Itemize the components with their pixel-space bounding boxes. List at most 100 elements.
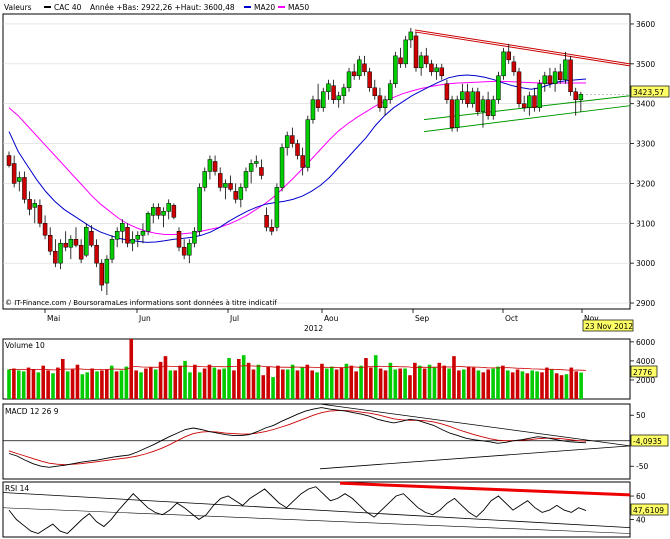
volume-bar [398,368,402,399]
legend-valeurs: Valeurs [4,3,32,12]
current-date-badge [582,319,634,332]
candle-body [114,231,120,240]
macd-line [8,407,587,468]
volume-bar [163,356,168,399]
candle-body [434,67,439,73]
volume-bar [510,372,515,399]
volume-tick-label: 4000 [636,357,655,366]
volume-bar [403,368,407,399]
axes: 2900 3000 3100 3200 3300 3400 3500 3600 Mai Jun Ju… [44,20,655,524]
volume-bar [129,339,134,399]
candle-body [192,231,197,244]
candle-body [300,155,305,168]
legend: Valeurs CAC 40 Année +Bas: 2922,26 +Haut… [4,3,309,12]
macd-trend-line [319,403,631,447]
candle-body [166,203,171,212]
volume-bar [75,364,80,399]
macd-tick-label: -50 [636,462,648,471]
rsi-tick-label: 60 [636,492,646,501]
ma50-line [8,80,586,235]
candle-body [460,91,465,100]
support-line [423,95,631,121]
rsi-panel-frame [2,481,631,538]
macd-title: MACD 12 26 9 [5,407,59,416]
candle-body [37,205,43,224]
candle-body [418,55,424,69]
volume-bar [153,369,158,399]
candle-body [521,103,527,108]
macd-signal-line [8,410,587,466]
candle-body [506,51,511,61]
volume-bar [530,370,535,399]
volume-bar [261,375,266,399]
candle-body [68,238,74,248]
credits-text: © IT-Finance.com / BoursoramaLes informa… [5,299,277,307]
candle-body [377,95,383,108]
candle-body [161,211,166,216]
candle-body [321,91,326,108]
candle-body [84,227,89,256]
price-tick-label: 3500 [636,60,655,69]
candle-body [563,59,568,81]
candle-body [58,242,63,264]
candle-body [485,99,491,116]
volume-bar [359,365,363,399]
volume-bar [144,368,148,399]
price-tick-label: 3200 [636,179,655,188]
volume-bar [212,367,217,399]
volume-bar [266,366,270,399]
candle-body [305,119,311,168]
candle-body [243,171,249,188]
candle-body [156,207,161,216]
candle-body [78,244,84,260]
candle-body [228,183,233,190]
candle-body [470,91,475,104]
volume-ma-line [8,365,587,371]
rsi-trend-line [2,492,631,529]
volume-bar [373,355,378,399]
candle-body [99,262,104,286]
volume-bar [354,371,358,399]
volume-bar [515,369,520,399]
candle-body [408,31,414,41]
price-panel-frame [2,13,631,310]
candle-body [511,61,517,73]
volume-bar [349,365,354,399]
rsi-series [2,481,631,535]
resistance-line [414,31,631,67]
price-tick-label: 3100 [636,219,655,228]
legend-ma50: MA50 [288,3,309,12]
candle-body [151,207,156,216]
month-label: Oct [505,314,518,323]
volume-last-value: 2776 [633,368,652,377]
volume-bar [237,359,241,399]
rsi-red-trend-line [339,481,631,497]
volume-bar [525,373,530,399]
candle-body [120,223,125,232]
month-label: Jun [138,314,151,323]
month-label: Jul [229,314,239,323]
volume-bar [7,369,11,399]
volume-bar [119,370,124,399]
volume-bar [559,375,564,399]
volume-tick-label: 2000 [636,376,655,385]
volume-bar [393,369,398,399]
month-label: Nov [584,314,599,323]
candle-body [351,71,357,77]
candle-body [357,59,362,77]
volume-bar [461,369,466,399]
volume-bar [100,370,104,399]
candle-body [171,205,177,218]
candle-body [496,75,501,100]
volume-bar [491,368,495,399]
candle-body [387,83,393,100]
candle-body [279,147,285,188]
volume-bar [139,372,143,399]
candle-body [130,238,135,244]
candle-body [341,87,347,96]
price-tick-label: 3400 [636,100,655,109]
rsi-last-value: 47,6109 [633,506,664,515]
volume-bar [564,374,569,399]
candle-body [315,99,321,108]
candle-body [372,87,378,96]
